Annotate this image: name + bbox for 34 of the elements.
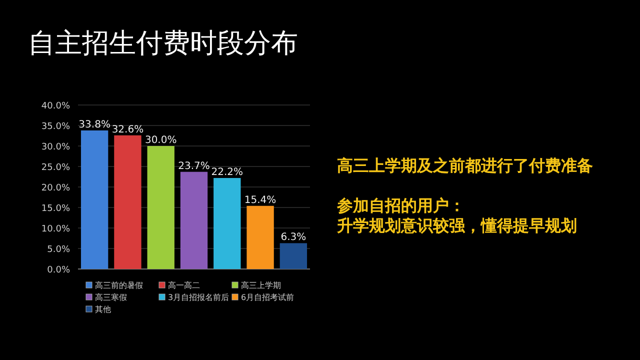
legend-label: 高三上学期 [241,281,281,290]
legend-label: 高一高二 [168,281,200,290]
chart-title: 自主招生付费时段分布 [28,28,298,59]
text: 高三上学期及之前都进行了付费准备 [337,156,593,175]
data-label: 32.6% [112,124,144,136]
data-label: 23.7% [178,160,210,172]
y-tick-label: 35.0% [41,122,70,132]
legend-label: 高三前的暑假 [95,281,143,290]
data-label: 22.2% [211,166,244,178]
y-tick-label: 15.0% [41,204,70,214]
data-label: 33.8% [78,119,110,130]
bar [280,243,308,269]
bar [147,146,174,269]
y-tick-label: 25.0% [41,163,70,173]
y-tick-label: 10.0% [41,224,70,234]
bar [246,206,274,269]
y-tick-label: 40.0% [41,102,70,112]
bar [180,172,208,269]
text: 升学规划意识较强，懂得提早规划 [336,216,577,235]
legend-label: 3月自招报名前后 [168,293,230,302]
legend-label: 其他 [95,305,111,314]
y-tick-label: 0.0% [47,266,70,276]
y-tick-label: 5.0% [47,245,70,255]
y-tick-label: 30.0% [41,142,70,152]
legend-label: 高三寒假 [95,293,127,302]
bar [114,135,142,269]
bar [80,130,108,269]
text: 参加自招的用户： [336,196,465,215]
y-tick-label: 20.0% [41,184,70,194]
bar [214,178,241,269]
data-label: 6.3% [280,232,306,244]
data-label: 15.4% [244,194,276,206]
legend-label: 6月自招考试前 [241,293,294,302]
data-label: 30.0% [144,135,177,146]
